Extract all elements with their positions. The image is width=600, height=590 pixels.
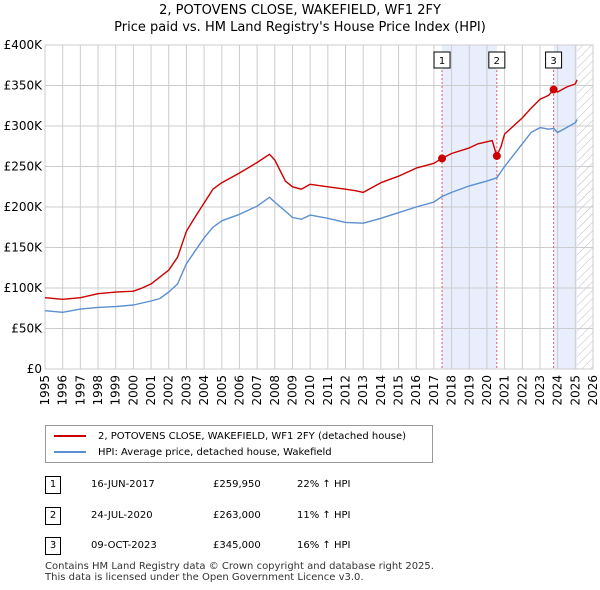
x-tick-label: 2019 — [462, 375, 476, 406]
x-tick-label: 2007 — [250, 375, 264, 406]
y-tick-label: £50K — [11, 322, 43, 336]
x-tick-label: 2026 — [586, 375, 600, 406]
x-tick-label: 2010 — [303, 375, 317, 406]
marker-label: 3 — [550, 56, 556, 67]
footer-licence: This data is licensed under the Open Gov… — [45, 572, 364, 583]
x-tick-label: 2011 — [321, 375, 335, 406]
x-tick-label: 2002 — [162, 375, 176, 406]
transaction-hpi-change: 11% ↑ HPI — [297, 510, 351, 521]
sale-marker-dot — [438, 154, 447, 163]
marker-label-box — [545, 51, 563, 69]
x-tick-label: 2004 — [197, 375, 211, 406]
y-tick-label: £200K — [4, 200, 44, 214]
marker-label-box — [488, 51, 506, 69]
transaction-date: 09-OCT-2023 — [91, 540, 157, 551]
x-tick-label: 1996 — [56, 375, 70, 406]
legend-item-hpi: HPI: Average price, detached house, Wake… — [54, 445, 332, 459]
x-tick-label: 1999 — [109, 375, 123, 406]
marker-label: 1 — [439, 56, 445, 67]
x-tick-label: 2018 — [445, 375, 459, 406]
x-tick-label: 2015 — [392, 375, 406, 406]
legend-swatch-red — [54, 435, 86, 437]
transaction-number: 1 — [45, 476, 61, 494]
x-tick-label: 1998 — [91, 375, 105, 406]
x-tick-label: 2009 — [285, 375, 299, 406]
x-tick-label: 2016 — [409, 375, 423, 406]
x-tick-label: 2024 — [551, 375, 565, 406]
footer-copyright: Contains HM Land Registry data © Crown c… — [45, 561, 434, 572]
transaction-date: 16-JUN-2017 — [91, 479, 155, 490]
price-chart: 1 2 3 £0 £50K £100K £150K £200K £250K £300K £350K… — [4, 38, 600, 406]
legend-label-property: 2, POTOVENS CLOSE, WAKEFIELD, WF1 2FY (d… — [98, 430, 406, 442]
y-tick-label: £100K — [4, 281, 44, 295]
y-tick-label: £0 — [27, 362, 42, 376]
marker-label: 2 — [494, 56, 500, 67]
transaction-number: 2 — [45, 507, 61, 525]
transaction-price: £259,950 — [213, 479, 261, 490]
plot-border — [44, 44, 594, 370]
transaction-hpi-change: 16% ↑ HPI — [297, 540, 351, 551]
transaction-date: 24-JUL-2020 — [91, 510, 153, 521]
chart-title: 2, POTOVENS CLOSE, WAKEFIELD, WF1 2FY — [159, 3, 441, 18]
marker-label-box — [433, 51, 451, 69]
transaction-price: £263,000 — [213, 510, 261, 521]
x-tick-label: 2013 — [356, 375, 370, 406]
chart-subtitle: Price paid vs. HM Land Registry's House … — [114, 20, 486, 35]
chart-legend: 2, POTOVENS CLOSE, WAKEFIELD, WF1 2FY (d… — [45, 425, 433, 463]
x-tick-label: 2005 — [215, 375, 229, 406]
y-tick-label: £300K — [4, 119, 44, 133]
x-tick-label: 2014 — [374, 375, 388, 406]
y-tick-label: £400K — [4, 38, 44, 52]
x-tick-label: 2008 — [268, 375, 282, 406]
legend-swatch-blue — [54, 451, 86, 453]
y-tick-label: £350K — [4, 79, 44, 93]
x-tick-label: 2020 — [480, 375, 494, 406]
x-tick-label: 2017 — [427, 375, 441, 406]
x-tick-label: 2001 — [144, 375, 158, 406]
x-tick-label: 1995 — [38, 375, 52, 406]
x-tick-label: 2012 — [339, 375, 353, 406]
hpi-line — [44, 119, 578, 313]
transaction-number: 3 — [45, 537, 61, 555]
property-price-line — [44, 79, 578, 300]
x-tick-label: 1997 — [73, 375, 87, 406]
x-tick-label: 2022 — [515, 375, 529, 406]
x-tick-label: 2021 — [498, 375, 512, 406]
transaction-hpi-change: 22% ↑ HPI — [297, 479, 351, 490]
sale-marker-dot — [492, 151, 501, 160]
transaction-price: £345,000 — [213, 540, 261, 551]
x-tick-label: 2006 — [232, 375, 246, 406]
y-tick-label: £150K — [4, 241, 44, 255]
sale-marker-dot — [549, 85, 558, 94]
x-tick-label: 2003 — [179, 375, 193, 406]
x-tick-label: 2000 — [126, 375, 140, 406]
legend-item-property: 2, POTOVENS CLOSE, WAKEFIELD, WF1 2FY (d… — [54, 429, 406, 443]
x-tick-label: 2023 — [533, 375, 547, 406]
x-tick-label: 2025 — [568, 375, 582, 406]
legend-label-hpi: HPI: Average price, detached house, Wake… — [98, 446, 332, 458]
y-tick-label: £250K — [4, 160, 44, 174]
